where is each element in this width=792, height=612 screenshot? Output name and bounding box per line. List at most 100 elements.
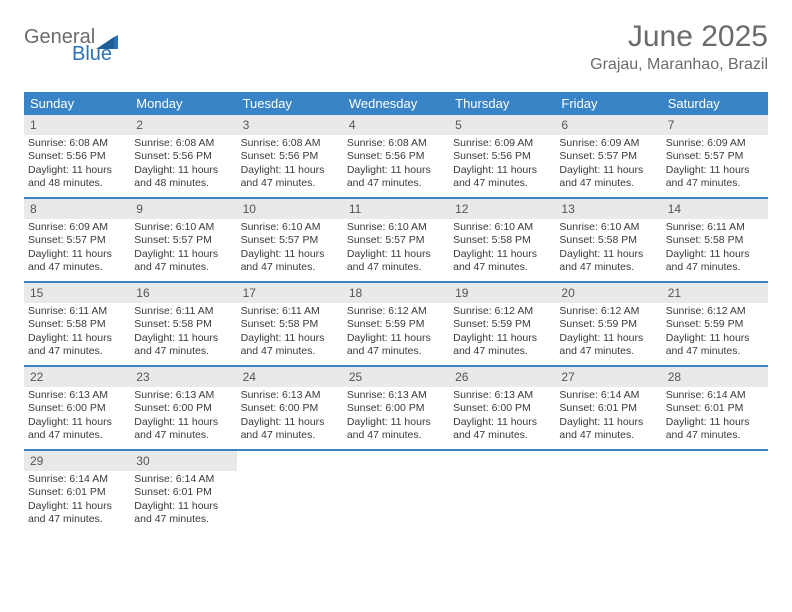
day-body: Sunrise: 6:10 AMSunset: 5:57 PMDaylight:… [237,219,343,280]
sunrise-text: Sunrise: 6:12 AM [453,305,551,318]
day-cell: 5Sunrise: 6:09 AMSunset: 5:56 PMDaylight… [449,115,555,197]
day-cell: 14Sunrise: 6:11 AMSunset: 5:58 PMDayligh… [662,199,768,281]
sunset-text: Sunset: 5:58 PM [241,318,339,331]
week-row: 1Sunrise: 6:08 AMSunset: 5:56 PMDaylight… [24,115,768,199]
daylight-text: Daylight: 11 hours and 47 minutes. [241,164,339,191]
sunset-text: Sunset: 5:57 PM [559,150,657,163]
day-cell: 19Sunrise: 6:12 AMSunset: 5:59 PMDayligh… [449,283,555,365]
daylight-text: Daylight: 11 hours and 47 minutes. [28,248,126,275]
sunset-text: Sunset: 5:58 PM [453,234,551,247]
daylight-text: Daylight: 11 hours and 47 minutes. [666,332,764,359]
day-cell: 25Sunrise: 6:13 AMSunset: 6:00 PMDayligh… [343,367,449,449]
day-cell: 30Sunrise: 6:14 AMSunset: 6:01 PMDayligh… [130,451,236,533]
daylight-text: Daylight: 11 hours and 47 minutes. [134,332,232,359]
dayname-monday: Monday [130,92,236,115]
logo: GeneralBlue [24,26,118,66]
day-cell: 28Sunrise: 6:14 AMSunset: 6:01 PMDayligh… [662,367,768,449]
day-body: Sunrise: 6:08 AMSunset: 5:56 PMDaylight:… [130,135,236,196]
day-body: Sunrise: 6:08 AMSunset: 5:56 PMDaylight:… [24,135,130,196]
sunrise-text: Sunrise: 6:09 AM [559,137,657,150]
day-body: Sunrise: 6:13 AMSunset: 6:00 PMDaylight:… [237,387,343,448]
sunset-text: Sunset: 6:00 PM [134,402,232,415]
day-body: Sunrise: 6:08 AMSunset: 5:56 PMDaylight:… [237,135,343,196]
sunset-text: Sunset: 5:59 PM [347,318,445,331]
day-number: 19 [449,283,555,303]
sunset-text: Sunset: 5:59 PM [666,318,764,331]
daylight-text: Daylight: 11 hours and 47 minutes. [347,332,445,359]
day-number: 22 [24,367,130,387]
day-cell: 16Sunrise: 6:11 AMSunset: 5:58 PMDayligh… [130,283,236,365]
dayname-friday: Friday [555,92,661,115]
daylight-text: Daylight: 11 hours and 47 minutes. [559,332,657,359]
day-cell: 12 Sunrise: 6:10 AMSunset: 5:58 PMDayligh… [449,199,555,281]
dayname-wednesday: Wednesday [343,92,449,115]
day-number: 8 [24,199,130,219]
sunrise-text: Sunrise: 6:10 AM [453,221,551,234]
day-body: Sunrise: 6:11 AMSunset: 5:58 PMDaylight:… [237,303,343,364]
sunrise-text: Sunrise: 6:11 AM [241,305,339,318]
day-body: Sunrise: 6:08 AMSunset: 5:56 PMDaylight:… [343,135,449,196]
day-body: Sunrise: 6:09 AMSunset: 5:57 PMDaylight:… [662,135,768,196]
day-number: 20 [555,283,661,303]
day-cell: 17Sunrise: 6:11 AMSunset: 5:58 PMDayligh… [237,283,343,365]
sunset-text: Sunset: 5:58 PM [28,318,126,331]
week-row: 8Sunrise: 6:09 AMSunset: 5:57 PMDaylight… [24,199,768,283]
daylight-text: Daylight: 11 hours and 47 minutes. [559,164,657,191]
day-cell: 9Sunrise: 6:10 AMSunset: 5:57 PMDaylight… [130,199,236,281]
day-cell: 18Sunrise: 6:12 AMSunset: 5:59 PMDayligh… [343,283,449,365]
sunrise-text: Sunrise: 6:13 AM [134,389,232,402]
sunrise-text: Sunrise: 6:13 AM [28,389,126,402]
day-number: 10 [237,199,343,219]
day-body: Sunrise: 6:12 AMSunset: 5:59 PMDaylight:… [343,303,449,364]
dayname-tuesday: Tuesday [237,92,343,115]
day-number: 4 [343,115,449,135]
sunset-text: Sunset: 6:01 PM [28,486,126,499]
sunset-text: Sunset: 5:58 PM [559,234,657,247]
day-cell: 29Sunrise: 6:14 AMSunset: 6:01 PMDayligh… [24,451,130,533]
sunrise-text: Sunrise: 6:12 AM [347,305,445,318]
day-cell: 1Sunrise: 6:08 AMSunset: 5:56 PMDaylight… [24,115,130,197]
daylight-text: Daylight: 11 hours and 47 minutes. [453,164,551,191]
sunset-text: Sunset: 5:57 PM [28,234,126,247]
sunrise-text: Sunrise: 6:08 AM [134,137,232,150]
sunset-text: Sunset: 5:56 PM [241,150,339,163]
day-body: Sunrise: 6:10 AMSunset: 5:57 PMDaylight:… [130,219,236,280]
sunset-text: Sunset: 6:00 PM [28,402,126,415]
sunrise-text: Sunrise: 6:13 AM [241,389,339,402]
sunset-text: Sunset: 5:59 PM [559,318,657,331]
day-cell: .. [237,451,343,533]
day-number: 23 [130,367,236,387]
day-number: 24 [237,367,343,387]
header: GeneralBlue June 2025 Grajau, Maranhao, … [24,20,768,74]
day-cell: 6 Sunrise: 6:09 AMSunset: 5:57 PMDaylight… [555,115,661,197]
day-number: 3 [237,115,343,135]
daylight-text: Daylight: 11 hours and 47 minutes. [347,248,445,275]
daylight-text: Daylight: 11 hours and 47 minutes. [453,248,551,275]
week-row: 22Sunrise: 6:13 AMSunset: 6:00 PMDayligh… [24,367,768,451]
daylight-text: Daylight: 11 hours and 47 minutes. [453,332,551,359]
day-number: 6 [555,115,661,135]
title-block: June 2025 Grajau, Maranhao, Brazil [590,20,768,74]
day-cell: .. [555,451,661,533]
day-number: 12 [449,199,555,219]
sunrise-text: Sunrise: 6:10 AM [241,221,339,234]
week-row: 15Sunrise: 6:11 AMSunset: 5:58 PMDayligh… [24,283,768,367]
day-body: Sunrise: 6:10 AMSunset: 5:58 PMDaylight:… [555,219,661,280]
sunset-text: Sunset: 6:01 PM [559,402,657,415]
daylight-text: Daylight: 11 hours and 47 minutes. [666,416,764,443]
sunrise-text: Sunrise: 6:14 AM [666,389,764,402]
sunrise-text: Sunrise: 6:08 AM [241,137,339,150]
day-cell: .. [449,451,555,533]
day-body: Sunrise: 6:13 AMSunset: 6:00 PMDaylight:… [24,387,130,448]
day-cell: 4Sunrise: 6:08 AMSunset: 5:56 PMDaylight… [343,115,449,197]
sunrise-text: Sunrise: 6:10 AM [559,221,657,234]
day-body: Sunrise: 6:11 AMSunset: 5:58 PMDaylight:… [662,219,768,280]
sunrise-text: Sunrise: 6:13 AM [453,389,551,402]
sunrise-text: Sunrise: 6:08 AM [28,137,126,150]
daylight-text: Daylight: 11 hours and 47 minutes. [347,416,445,443]
sunset-text: Sunset: 5:56 PM [28,150,126,163]
day-body: Sunrise: 6:13 AMSunset: 6:00 PMDaylight:… [449,387,555,448]
sunset-text: Sunset: 6:01 PM [134,486,232,499]
daylight-text: Daylight: 11 hours and 47 minutes. [28,332,126,359]
day-body: Sunrise: 6:13 AMSunset: 6:00 PMDaylight:… [130,387,236,448]
